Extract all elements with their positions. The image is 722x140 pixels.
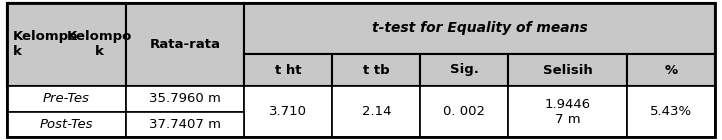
Bar [244, 86, 332, 137]
Text: 2.14: 2.14 [362, 105, 391, 118]
Bar [420, 86, 508, 137]
Bar [332, 54, 420, 86]
Text: 3.710: 3.710 [269, 105, 308, 118]
Text: 5.43%: 5.43% [650, 105, 692, 118]
Bar [7, 86, 126, 112]
Text: 0. 002: 0. 002 [443, 105, 485, 118]
Text: Sig.: Sig. [450, 64, 479, 76]
Bar [7, 112, 126, 137]
Bar [126, 3, 244, 86]
Bar [627, 54, 715, 86]
Text: Kelompo
k: Kelompo k [66, 31, 132, 59]
Bar [126, 112, 244, 137]
Bar [244, 3, 715, 54]
Text: 37.7407 m: 37.7407 m [149, 118, 221, 131]
Text: Pre-Tes: Pre-Tes [43, 92, 90, 105]
Bar [508, 54, 627, 86]
Text: 35.7960 m: 35.7960 m [149, 92, 221, 105]
Text: 1.9446
7 m: 1.9446 7 m [544, 98, 591, 126]
Text: %: % [664, 64, 677, 76]
Text: t ht: t ht [275, 64, 302, 76]
Text: t tb: t tb [363, 64, 390, 76]
Bar [627, 86, 715, 137]
Text: t-test for Equality of means: t-test for Equality of means [372, 21, 588, 35]
Bar [7, 3, 126, 86]
Bar [420, 54, 508, 86]
Bar [126, 86, 244, 112]
Bar [7, 3, 126, 86]
Text: Selisih: Selisih [543, 64, 593, 76]
Text: Kelompo
k: Kelompo k [13, 31, 79, 59]
Text: Rata-rata: Rata-rata [149, 38, 220, 51]
Bar [508, 86, 627, 137]
Bar [332, 86, 420, 137]
Text: Post-Tes: Post-Tes [40, 118, 93, 131]
Bar [244, 54, 332, 86]
